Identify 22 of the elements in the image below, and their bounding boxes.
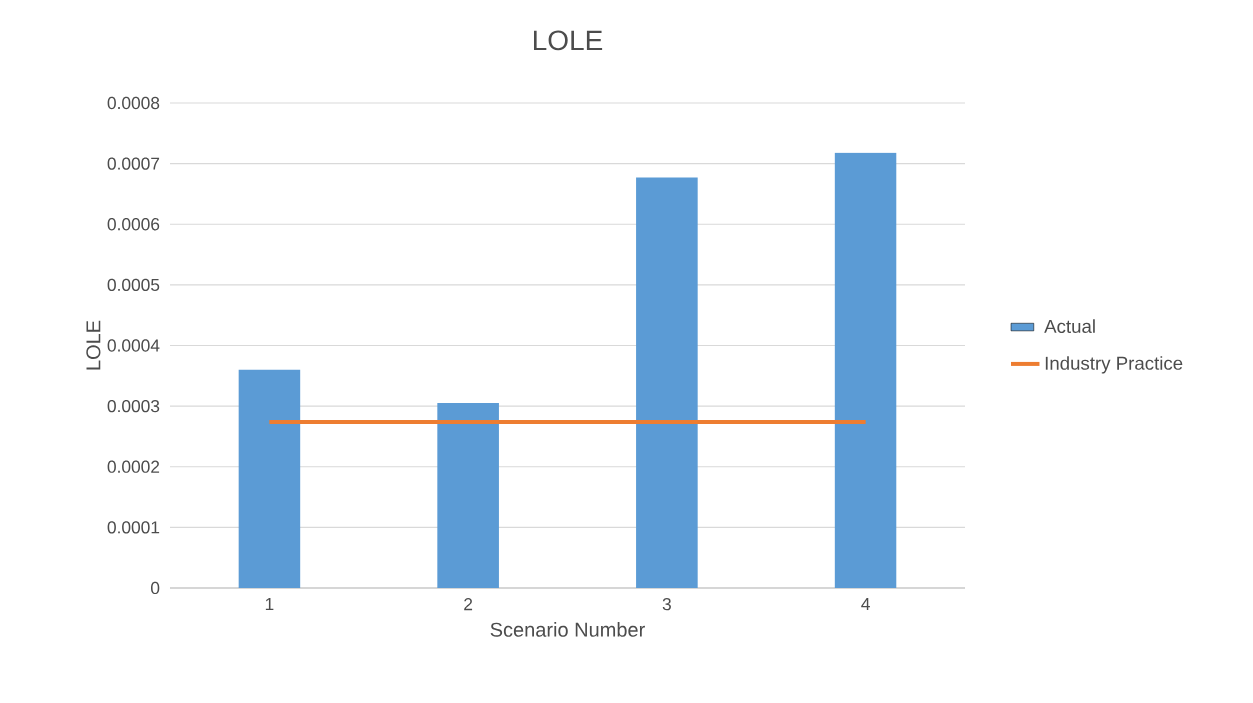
chart-title: LOLE	[534, 30, 603, 51]
x-axis-title: Scenario Number	[490, 622, 645, 637]
y-tick-label: 0.0003	[107, 399, 160, 413]
y-axis-title: LOLE	[86, 320, 101, 370]
y-tick-label: 0.0004	[107, 339, 160, 352]
y-tick-label: 0.0001	[107, 521, 160, 534]
y-tick-label: 0.0006	[107, 218, 160, 231]
y-tick-label: 0	[151, 581, 160, 595]
y-tick-label: 0.0007	[107, 157, 160, 170]
y-tick-label: 0.0008	[107, 96, 160, 110]
x-tick-label: 3	[662, 598, 671, 611]
x-tick-label: 2	[464, 598, 473, 611]
legend-label: Industry Practice	[1045, 356, 1183, 374]
legend-label: Actual	[1044, 319, 1095, 334]
y-tick-label: 0.0005	[107, 278, 160, 291]
bar	[238, 369, 301, 588]
x-tick-label: 1	[265, 598, 274, 610]
bar	[437, 403, 499, 588]
x-tick-label: 4	[861, 598, 870, 610]
bar	[834, 152, 897, 588]
bar	[636, 177, 698, 588]
y-tick-label: 0.0002	[107, 460, 160, 473]
